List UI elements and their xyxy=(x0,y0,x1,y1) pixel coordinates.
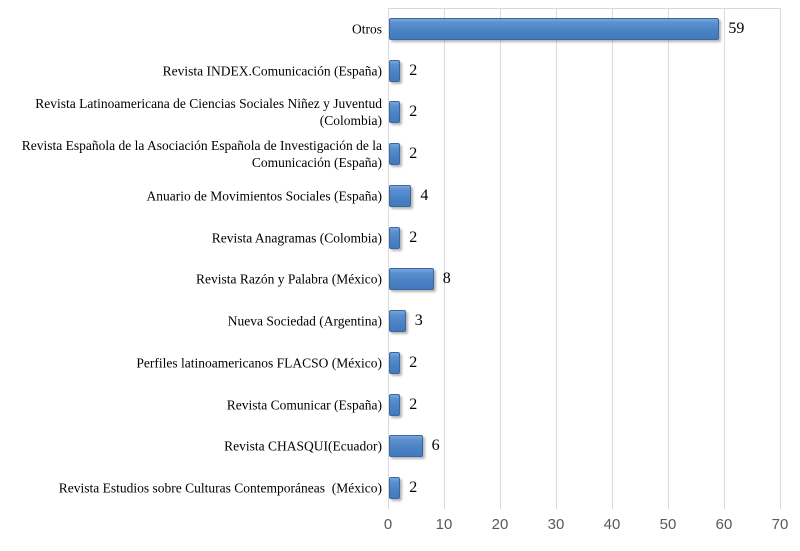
value-label: 8 xyxy=(442,270,451,288)
x-axis-tick-label: 50 xyxy=(659,516,677,533)
x-axis-tick-label: 10 xyxy=(435,516,453,533)
x-axis-tick-label: 60 xyxy=(715,516,733,533)
category-label: Revista Española de la Asociación Españo… xyxy=(21,138,386,171)
gridline-x-70 xyxy=(780,8,781,509)
bar xyxy=(389,477,401,500)
category-label: Revista Comunicar (España) xyxy=(226,397,382,413)
category-label: Otros xyxy=(352,21,382,37)
category-label: Revista Anagramas (Colombia) xyxy=(211,230,382,246)
value-label: 2 xyxy=(409,395,418,413)
category-label: Revista CHASQUI(Ecuador) xyxy=(224,438,382,454)
value-label: 2 xyxy=(409,228,418,246)
value-label: 3 xyxy=(414,312,423,330)
bar xyxy=(389,59,401,82)
gridline-x-30 xyxy=(556,8,557,509)
gridline-x-10 xyxy=(444,8,445,509)
x-axis-tick-label: 20 xyxy=(491,516,509,533)
bar xyxy=(389,268,434,291)
gridline-x-40 xyxy=(612,8,613,509)
bar xyxy=(389,143,401,166)
category-label: Revista Latinoamericana de Ciencias Soci… xyxy=(35,96,386,129)
x-axis-tick-label: 40 xyxy=(603,516,621,533)
value-label: 2 xyxy=(409,479,418,497)
category-label: Perfiles latinoamericanos FLACSO (México… xyxy=(136,355,382,371)
bar xyxy=(389,226,401,249)
category-label: Nueva Sociedad (Argentina) xyxy=(227,313,382,329)
bar xyxy=(389,101,401,124)
value-label: 6 xyxy=(431,437,440,455)
value-label: 2 xyxy=(409,145,418,163)
category-label: Anuario de Movimientos Sociales (España) xyxy=(146,188,382,204)
value-label: 2 xyxy=(409,61,418,79)
plot-top-border xyxy=(388,8,780,9)
value-label: 2 xyxy=(409,103,418,121)
category-label: Revista Estudios sobre Culturas Contempo… xyxy=(58,480,382,496)
category-label: Revista Razón y Palabra (México) xyxy=(196,271,382,287)
x-axis-tick-label: 30 xyxy=(547,516,565,533)
x-axis-tick-label: 0 xyxy=(383,516,393,533)
gridline-x-50 xyxy=(668,8,669,509)
bar xyxy=(389,351,401,374)
x-axis-tick-label: 70 xyxy=(771,516,789,533)
bar xyxy=(389,435,423,458)
gridline-x-0 xyxy=(388,8,389,509)
value-label: 59 xyxy=(728,19,745,37)
bar xyxy=(389,393,401,416)
gridline-x-60 xyxy=(724,8,725,509)
gridline-x-20 xyxy=(500,8,501,509)
bar xyxy=(389,310,406,333)
category-label: Revista INDEX.Comunicación (España) xyxy=(162,63,382,79)
value-label: 2 xyxy=(409,353,418,371)
value-label: 4 xyxy=(420,186,429,204)
bar xyxy=(389,184,412,207)
bar xyxy=(389,17,720,40)
